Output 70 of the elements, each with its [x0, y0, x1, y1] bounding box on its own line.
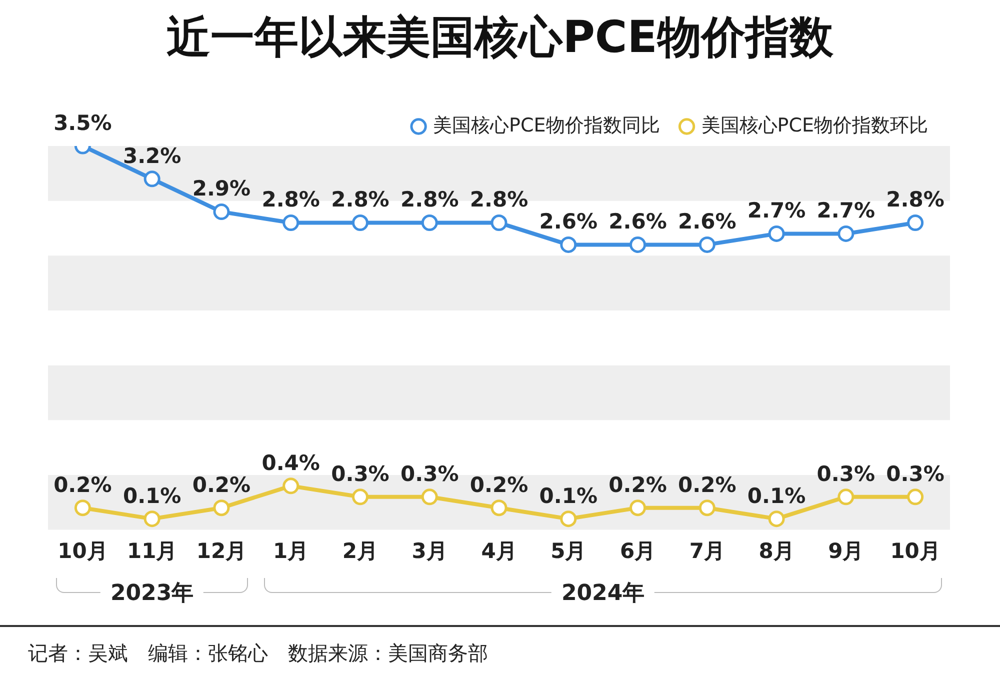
point	[630, 236, 646, 253]
data-label: 2.8%	[470, 188, 528, 212]
x-tick-label: 3月	[412, 538, 448, 563]
point	[698, 236, 716, 253]
point	[421, 214, 438, 232]
data-label: 2.8%	[886, 188, 944, 212]
point	[352, 214, 368, 232]
x-tick-label: 8月	[758, 538, 794, 563]
point	[838, 488, 854, 506]
data-label: 3.2%	[122, 144, 182, 168]
legend-label: 美国核心PCE物价指数环比	[701, 114, 928, 136]
point	[698, 500, 716, 516]
data-label: 0.3%	[816, 462, 876, 486]
text: 2024年	[551, 578, 655, 608]
data-label: 2.8%	[331, 188, 390, 212]
data-label: 3.5%	[54, 110, 112, 135]
point	[768, 225, 785, 242]
point	[490, 214, 508, 232]
point	[282, 478, 300, 494]
point	[282, 214, 300, 232]
point	[421, 488, 438, 506]
x-tick-label: 12月	[196, 538, 247, 563]
chart-title: 近一年以来美国核心PCE物价指数	[166, 11, 834, 65]
data-label: 0.3%	[331, 462, 390, 486]
x-tick-label: 11月	[126, 538, 178, 563]
x-tick-label: 4月	[481, 538, 517, 563]
point	[213, 500, 230, 516]
data-label: 0.2%	[54, 472, 112, 497]
text: 记者：吴斌 编辑：张铭心 数据来源：美国商务部	[28, 640, 488, 667]
data-label: 0.2%	[470, 472, 528, 497]
point	[144, 170, 160, 188]
point	[213, 204, 230, 220]
data-label: 2.8%	[400, 188, 459, 212]
x-tick-label: 7月	[689, 538, 725, 563]
data-label: 0.2%	[678, 472, 736, 497]
point	[560, 510, 577, 528]
legend-label: 美国核心PCE物价指数同比	[433, 114, 660, 136]
data-label: 0.1%	[122, 484, 182, 508]
point	[560, 236, 577, 253]
data-label: 0.2%	[192, 472, 251, 497]
point	[907, 488, 924, 506]
data-label: 0.2%	[608, 472, 667, 497]
data-label: 2.6%	[608, 210, 667, 234]
x-tick-label: 10月	[890, 538, 940, 563]
x-tick-label: 6月	[620, 538, 656, 563]
text: 2023年	[100, 578, 204, 608]
data-label: 2.9%	[192, 176, 251, 201]
data-label: 2.7%	[816, 198, 876, 223]
point	[352, 488, 368, 506]
x-tick-label: 1月	[273, 538, 309, 563]
data-label: 2.8%	[262, 188, 320, 212]
point	[907, 214, 924, 232]
data-label: 0.3%	[400, 462, 459, 486]
point	[630, 500, 646, 516]
data-label: 2.6%	[539, 210, 598, 234]
data-label: 2.7%	[747, 198, 806, 223]
data-label: 0.4%	[262, 450, 320, 475]
data-label: 0.1%	[747, 484, 806, 508]
data-label: 2.6%	[678, 210, 736, 234]
point	[838, 225, 854, 242]
x-tick-label: 5月	[550, 538, 586, 563]
point	[490, 500, 508, 516]
data-label: 0.1%	[539, 484, 598, 508]
x-tick-label: 9月	[828, 538, 864, 563]
point	[74, 500, 91, 516]
point	[144, 510, 160, 528]
x-tick-label: 2月	[342, 538, 378, 563]
data-label: 0.3%	[886, 462, 944, 486]
x-tick-label: 10月	[58, 538, 108, 563]
point	[768, 510, 785, 528]
